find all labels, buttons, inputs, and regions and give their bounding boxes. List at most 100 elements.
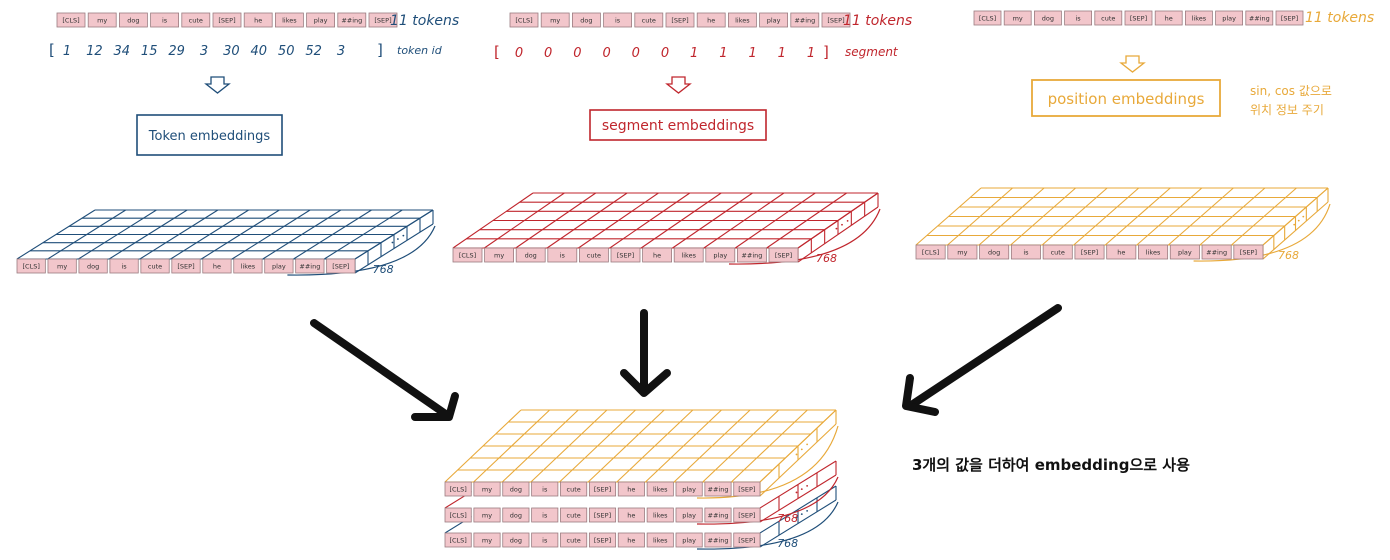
token-chip-label: play: [767, 16, 781, 24]
token-chip-label: he: [1117, 248, 1125, 256]
token-chip-label: my: [1013, 14, 1023, 22]
token-chip-label: dog: [580, 16, 592, 24]
combined-segment-grid: 768 [CLS] my dog is cute [SEP] he likes play ##ing…: [444, 460, 839, 525]
token-chip: [705, 247, 736, 263]
token-chip-label: is: [560, 251, 566, 259]
token-chip: [78, 258, 108, 274]
token-chip-label: play: [1222, 14, 1236, 22]
token-chip-label: play: [713, 251, 727, 259]
token-chip: [531, 507, 559, 523]
token-chip-label: [CLS]: [449, 536, 466, 544]
token-chip-label: he: [1165, 14, 1173, 22]
token-chip: [212, 12, 242, 28]
token-chip: [560, 532, 588, 548]
id-value: 3: [200, 44, 208, 59]
token-chip-label: my: [57, 262, 67, 270]
dimension-label: 768: [373, 263, 394, 276]
token-chip: [502, 481, 530, 497]
token-chip-label: is: [615, 16, 621, 24]
token-chip-label: dog: [1042, 14, 1054, 22]
token-chip-label: ##ing: [299, 262, 320, 270]
id-value: 0: [632, 46, 640, 61]
token-chip-label: my: [482, 511, 492, 519]
token-panel: [CLS] my dog is cute [SEP] he likes play ##ing [SE…: [16, 12, 459, 276]
token-chip-label: he: [254, 16, 262, 24]
token-chip: [547, 247, 578, 263]
id-value: 1: [690, 46, 698, 61]
token-chip: [1003, 10, 1032, 26]
segment-embeddings-label: segment embeddings: [602, 118, 754, 134]
token-chip-label: [SEP]: [594, 536, 611, 544]
token-chip-label: play: [272, 262, 286, 270]
token-chip: [790, 12, 820, 28]
segment-panel: [CLS] my dog is cute [SEP] he likes play ##ing [SE…: [452, 12, 912, 265]
token-chip-label: play: [682, 536, 696, 544]
token-chip-label: ##ing: [708, 485, 729, 493]
token-chip: [233, 258, 263, 274]
grid-front-token-chips: [CLS] my dog is cute [SEP] he likes play ##ing [SE…: [444, 507, 761, 523]
token-chip: [560, 507, 588, 523]
token-chip: [675, 507, 703, 523]
token-chip-label: [SEP]: [594, 511, 611, 519]
id-value: 0: [544, 46, 552, 61]
token-chip-label: is: [542, 536, 548, 544]
token-chip-label: cute: [567, 511, 581, 519]
token-chip: [1064, 10, 1092, 26]
token-chip-label: [SEP]: [775, 251, 792, 259]
token-chip: [1010, 244, 1041, 260]
token-chip-label: likes: [653, 536, 668, 544]
token-chip-label: dog: [87, 262, 99, 270]
token-chip-label: dog: [525, 251, 537, 259]
token-chip: [704, 481, 732, 497]
token-chip: [171, 258, 201, 274]
id-value: 1: [778, 46, 786, 61]
token-chip: [337, 12, 367, 28]
token-chip: [181, 12, 211, 28]
token-chip: [1034, 10, 1062, 26]
token-chip-label: [CLS]: [459, 251, 476, 259]
id-value: 12: [86, 44, 103, 59]
token-chip-label: ##ing: [741, 251, 762, 259]
token-chip: [531, 481, 559, 497]
token-chip-label: is: [542, 511, 548, 519]
token-chip-label: [CLS]: [515, 16, 532, 24]
token-chip-label: he: [213, 262, 221, 270]
position-note-line1: sin, cos 값으로: [1250, 84, 1332, 98]
grid-right-side: [797, 192, 879, 263]
token-chip: [140, 258, 170, 274]
id-value: 1: [63, 44, 71, 59]
token-chip-label: my: [957, 248, 967, 256]
token-chip-label: ##ing: [708, 511, 729, 519]
dimension-label: 768: [1278, 249, 1299, 262]
token-chip-label: ##ing: [1249, 14, 1270, 22]
id-value: 30: [223, 44, 240, 59]
token-chip: [452, 247, 483, 263]
token-chip: [444, 532, 472, 548]
token-count-label: 11 tokens: [390, 13, 459, 29]
token-chip-label: [CLS]: [449, 485, 466, 493]
id-value: 52: [305, 44, 322, 59]
combine-arrows: [310, 304, 1062, 421]
token-chip-label: [SEP]: [1240, 248, 1257, 256]
position-embedding-grid: 768 [CLS] my dog is cute [SEP] he likes play ##ing…: [915, 187, 1331, 262]
token-chip: [675, 481, 703, 497]
id-value: 15: [141, 44, 158, 59]
token-ids-open-bracket: [: [49, 41, 55, 59]
combined-position-grid: [CLS] my dog is cute [SEP] he likes play ##ing [SE…: [444, 409, 839, 499]
token-chip-label: [SEP]: [738, 511, 755, 519]
dimension-brace: [1193, 203, 1331, 262]
grid-top-surface: [915, 187, 1329, 246]
token-chip: [484, 247, 515, 263]
token-embeddings-label: Token embeddings: [148, 129, 271, 144]
token-chip: [87, 12, 117, 28]
token-chip-label: likes: [735, 16, 750, 24]
token-chip: [444, 481, 472, 497]
segment-embeddings-box: [589, 109, 767, 141]
token-chip: [540, 12, 570, 28]
token-chip-label: [SEP]: [1281, 14, 1298, 22]
combined-embedding-stack: 768 [CLS] my dog is cute [SEP] he likes play ##ing…: [444, 409, 1190, 550]
segment-id-row: 0 0 0 0 0 0 1 1 1 1 1: [515, 46, 815, 61]
token-chip-label: my: [482, 485, 492, 493]
token-chip-label: play: [314, 16, 328, 24]
token-chip-label: likes: [1146, 248, 1161, 256]
